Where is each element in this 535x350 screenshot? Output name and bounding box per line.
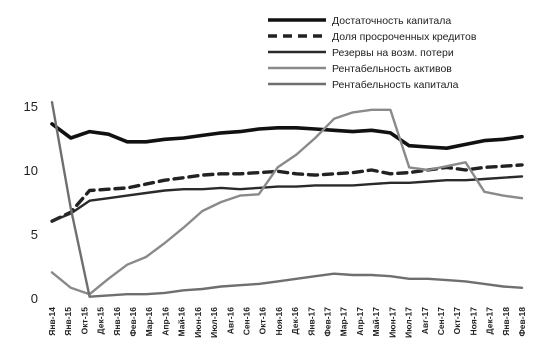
x-tick-label: Апр-17 [355,307,365,336]
x-tick-label: Сен-16 [241,307,251,336]
x-tick-label: Окт-15 [79,307,89,335]
x-tick-label: Сен-17 [436,307,446,336]
x-tick-label: Дек-15 [96,307,106,335]
series-line-2 [50,163,524,223]
x-tick-label: Мар-17 [339,307,349,337]
plot-lines [50,100,524,298]
legend-label-4: Рентабельность активов [332,63,452,75]
x-tick-label: Фев-16 [128,307,138,337]
x-tick-label: Июл-17 [404,307,414,338]
x-tick-label: Янв-14 [47,307,57,336]
x-tick-label: Янв-17 [306,307,316,336]
series-line-5 [50,100,524,298]
x-tick-label: Окт-16 [258,307,268,335]
y-axis: 0 5 10 15 [24,99,38,306]
x-tick-label: Ноя-16 [274,307,284,336]
x-tick-label: Янв-16 [112,307,122,336]
y-tick-label-10: 10 [24,163,38,178]
x-tick-label: Янв-15 [63,307,73,336]
y-tick-label-0: 0 [31,291,38,306]
x-axis: Янв-14 Янв-15 Окт-15 Дек-15 Янв-16 Фев-16 Мар-… [47,307,527,338]
x-tick-label: Авг-17 [420,307,430,334]
x-tick-label: Авг-16 [225,307,235,334]
x-tick-label: Июл-16 [209,307,219,338]
x-tick-label: Дек-17 [485,307,495,335]
y-tick-label-5: 5 [31,227,38,242]
legend-label-1: Достаточность капитала [332,15,451,27]
x-tick-label: Фев-17 [323,307,333,337]
x-tick-label: Янв-18 [501,307,511,336]
legend-label-5: Рентабельность капитала [332,79,459,91]
x-tick-label: Окт-17 [452,307,462,335]
x-tick-label: Май-16 [177,307,187,337]
x-tick-label: Апр-16 [160,307,170,336]
y-tick-label-15: 15 [24,99,38,114]
series-line-4 [50,108,524,296]
x-tick-label: Июн-17 [387,307,397,338]
legend-label-2: Доля просроченных кредитов [332,31,477,43]
x-tick-label: Ноя-17 [468,307,478,336]
x-tick-label: Июн-16 [193,307,203,338]
series-line-1 [50,122,524,150]
x-tick-label: Дек-16 [290,307,300,335]
x-tick-label: Мар-16 [144,307,154,337]
x-tick-label: Фев-18 [517,307,527,337]
x-tick-label: Май-17 [371,307,381,337]
series-line-3 [50,175,524,223]
legend: Достаточность капитала Доля просроченных … [268,15,477,91]
legend-label-3: Резервы на возм. потери [332,47,454,59]
